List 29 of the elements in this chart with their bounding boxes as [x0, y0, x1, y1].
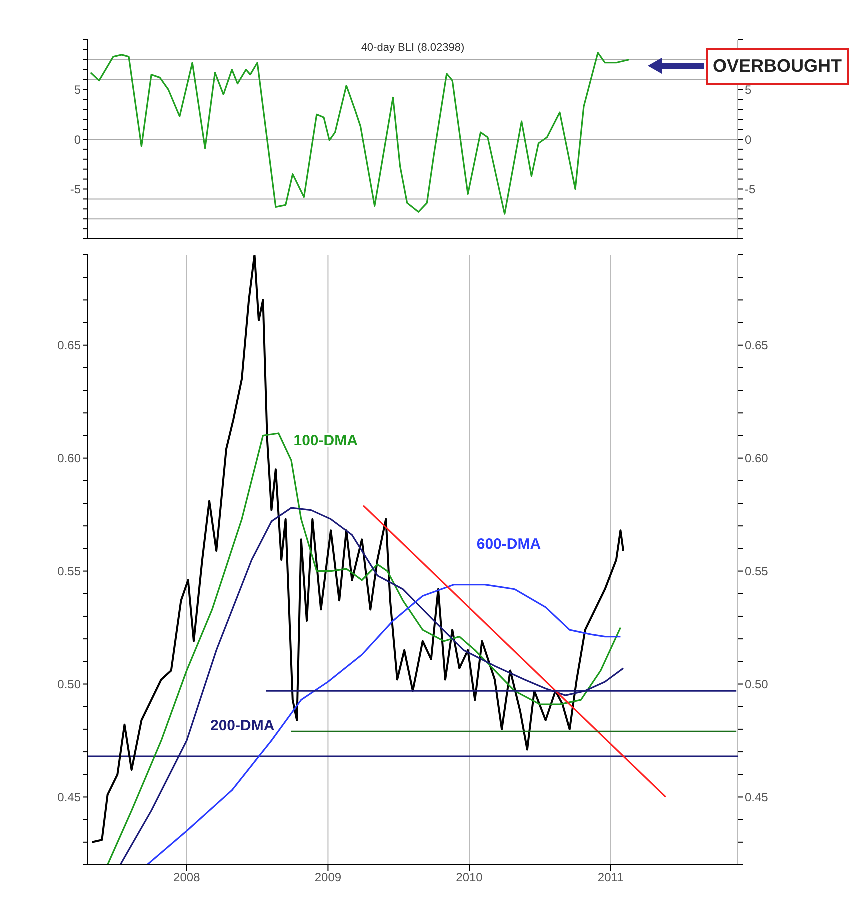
series-label: 200-DMA	[210, 717, 275, 734]
y-tick-label: 0.65	[58, 338, 82, 353]
chart-title: 40-day BLI (8.02398)	[360, 42, 466, 54]
x-tick-label: 2011	[598, 870, 624, 885]
y-tick-label: 0.45	[58, 790, 82, 804]
y2-tick-label: 0.65	[745, 338, 769, 353]
line-series	[91, 255, 625, 844]
y2-tick-label: 0	[745, 132, 752, 147]
y2-tick-label: 0.60	[745, 452, 769, 466]
y-tick-label: -5	[70, 182, 82, 197]
y-tick-label: 0	[74, 132, 82, 147]
series-label: 100-DMA	[294, 432, 358, 450]
x-tick-label: 2009	[314, 870, 342, 885]
line-series	[146, 584, 622, 865]
y2-tick-label: 0.50	[745, 678, 769, 692]
x-tick-label: 2010	[456, 870, 484, 885]
line-series	[106, 432, 622, 865]
y2-tick-label: -5	[745, 182, 756, 197]
y-tick-label: 0.50	[58, 678, 82, 692]
text: 600-DMA	[476, 536, 542, 553]
y2-tick-label: 5	[745, 83, 752, 98]
y2-tick-label: 0.55	[745, 564, 769, 579]
y-tick-label: 0.55	[58, 564, 82, 579]
y2-tick-label: 0.45	[745, 790, 769, 804]
x-tick-label: 2008	[174, 870, 201, 885]
line-series	[90, 52, 630, 215]
y-tick-label: 5	[74, 83, 82, 98]
y-tick-label: 0.60	[58, 452, 82, 466]
annotation: OVERBOUGHT	[706, 48, 850, 85]
